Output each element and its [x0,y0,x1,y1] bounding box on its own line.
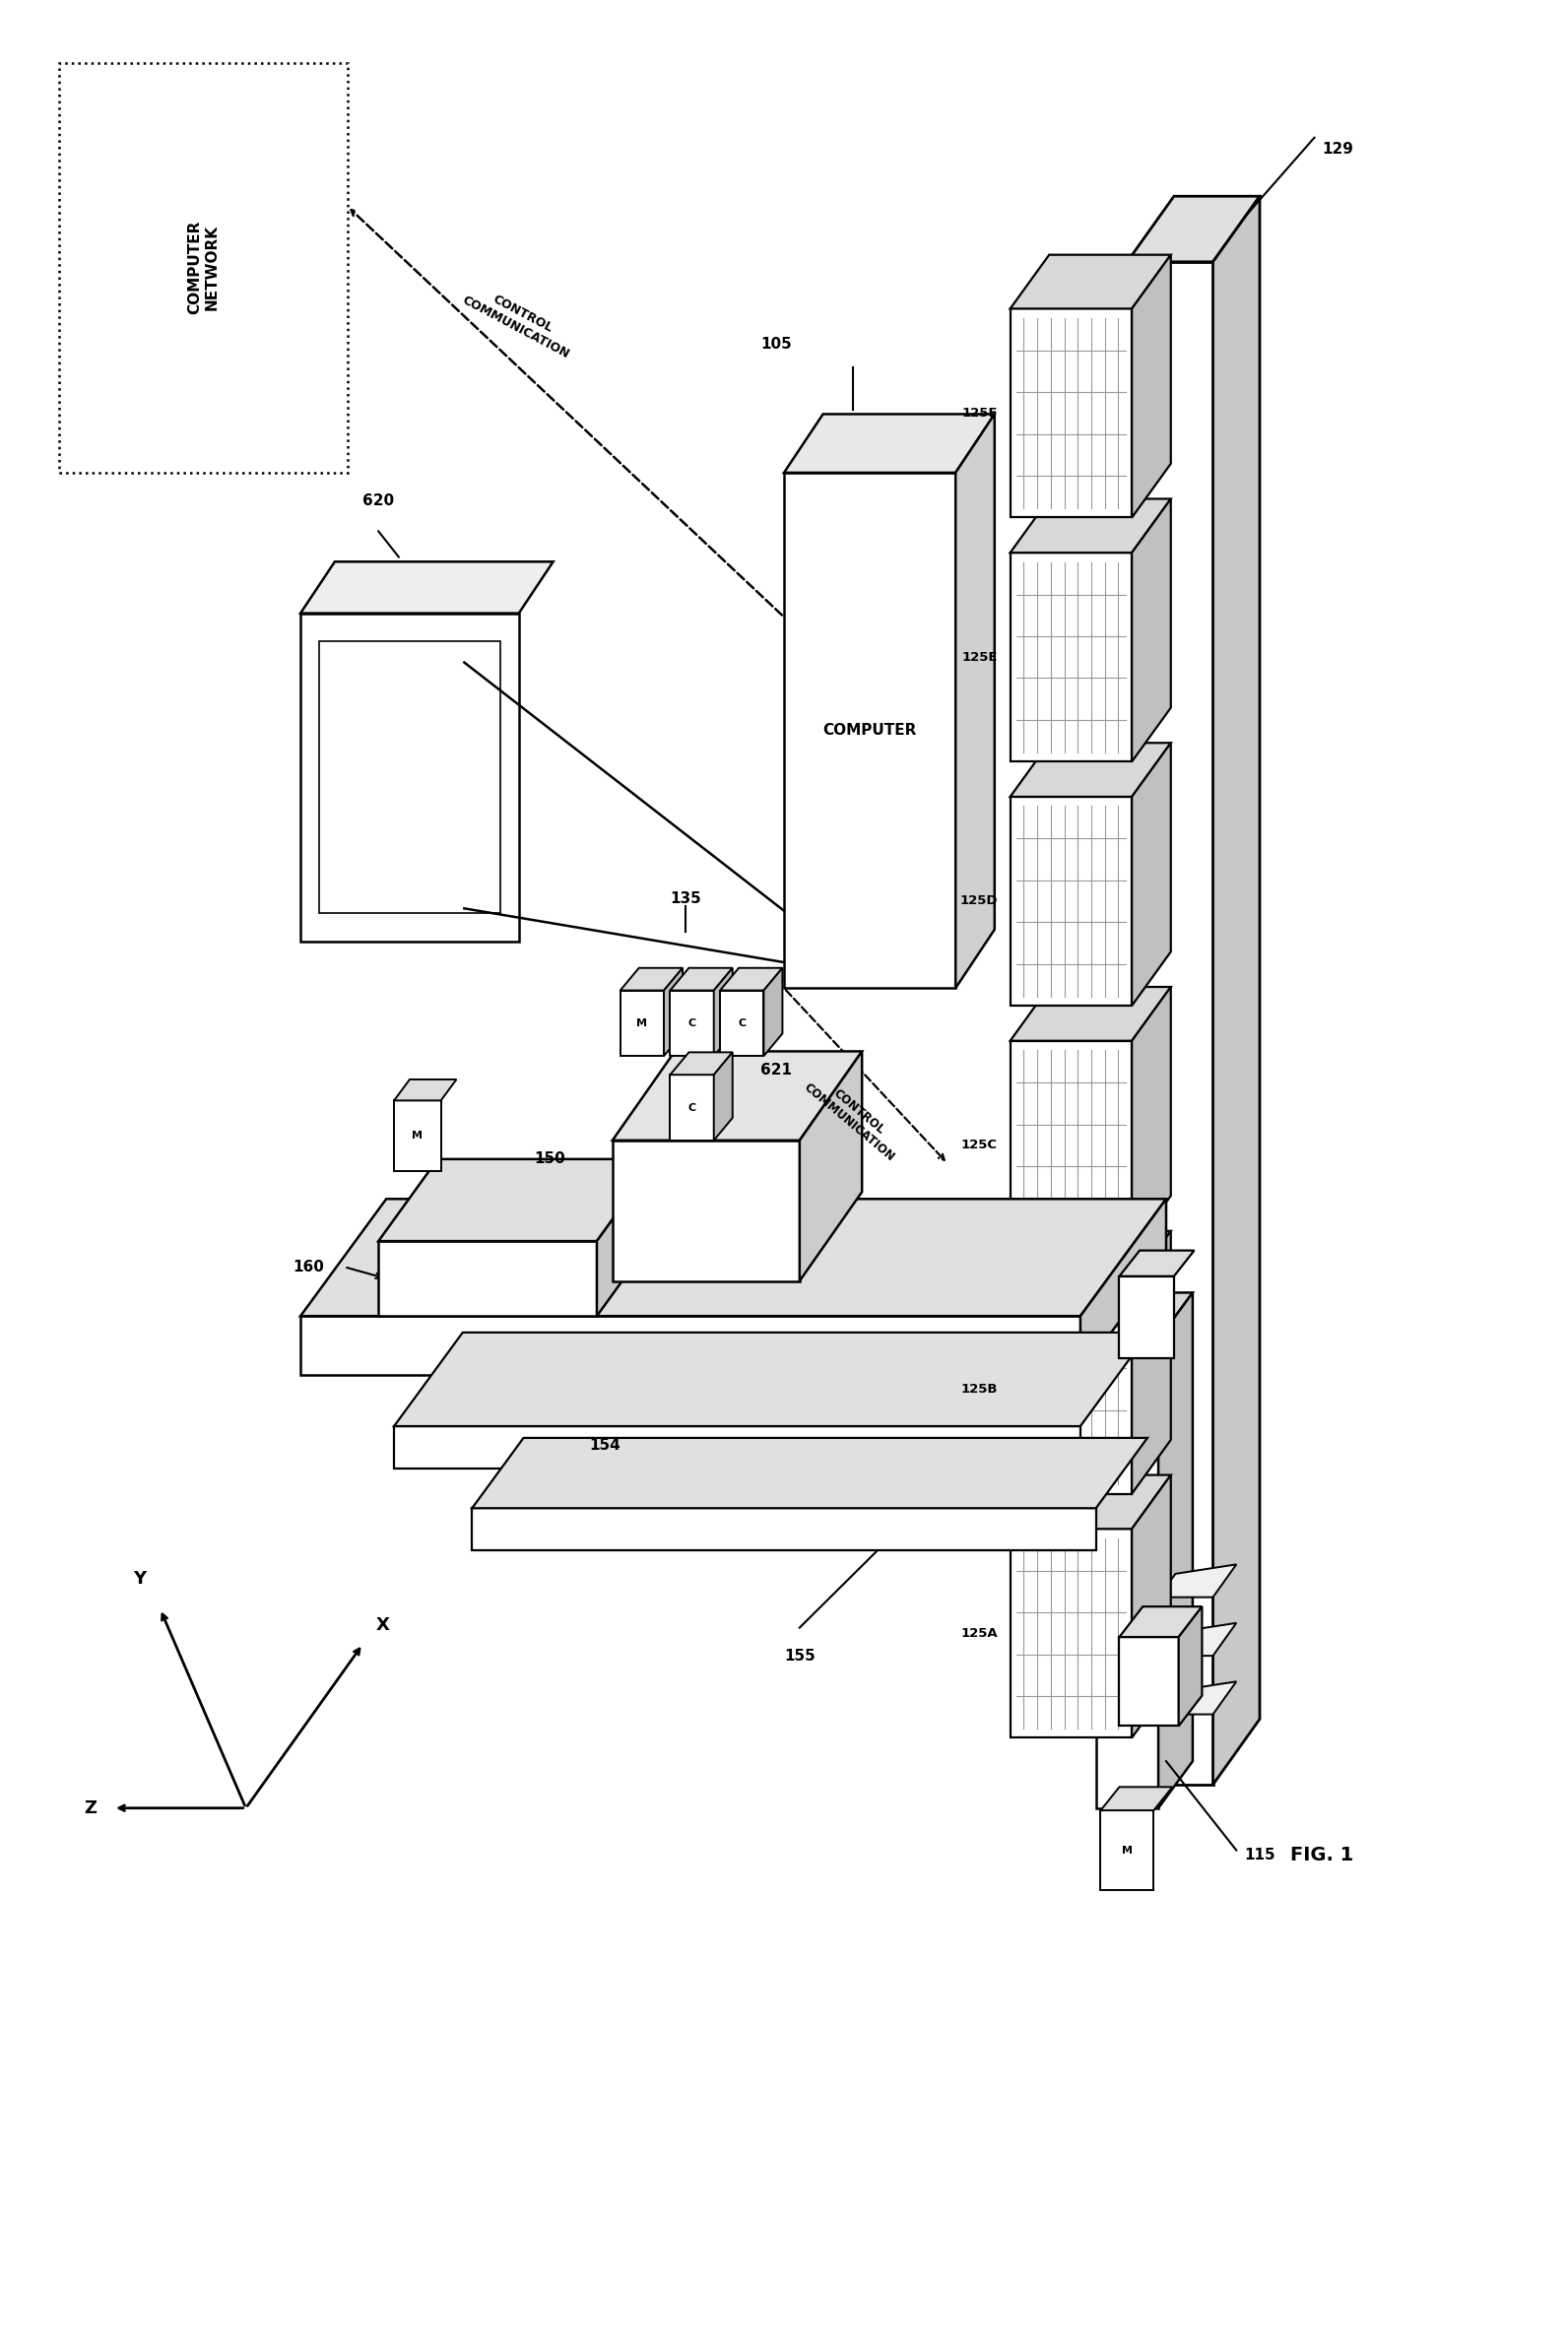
Polygon shape [800,1051,862,1281]
Polygon shape [613,1140,800,1281]
Polygon shape [1120,1251,1195,1277]
Polygon shape [301,1199,1167,1317]
Polygon shape [1132,987,1171,1251]
Text: 155: 155 [784,1648,815,1662]
Bar [58,63,347,473]
Polygon shape [784,414,994,473]
Text: COMPUTER
NETWORK: COMPUTER NETWORK [187,221,220,315]
Polygon shape [1120,1277,1174,1359]
Text: 125B: 125B [961,1382,997,1396]
Text: FIG. 1: FIG. 1 [1290,1846,1353,1864]
Polygon shape [621,969,682,990]
Text: 620: 620 [362,494,394,508]
Polygon shape [1080,1199,1167,1375]
Polygon shape [670,969,732,990]
Polygon shape [1010,552,1132,762]
Text: 154: 154 [590,1436,621,1453]
Text: 125C: 125C [961,1138,997,1152]
Polygon shape [713,969,732,1056]
Text: M: M [637,1018,648,1027]
Polygon shape [1127,261,1214,1784]
Text: 125A: 125A [961,1627,997,1639]
Polygon shape [1159,1681,1236,1714]
Polygon shape [1096,1293,1193,1340]
Polygon shape [1101,1810,1154,1890]
Text: 129: 129 [1322,141,1353,158]
Polygon shape [720,990,764,1056]
Polygon shape [1010,1041,1132,1251]
Text: 160: 160 [293,1260,325,1274]
Polygon shape [1132,498,1171,762]
Polygon shape [472,1509,1096,1549]
Polygon shape [621,990,663,1056]
Text: 115: 115 [1243,1848,1275,1862]
Text: CONTROL
COMMUNICATION: CONTROL COMMUNICATION [801,1070,906,1164]
Polygon shape [670,990,713,1056]
Polygon shape [1132,1232,1171,1493]
Polygon shape [1101,1787,1173,1810]
Text: 125D: 125D [960,896,997,907]
Text: C: C [688,1018,696,1027]
Polygon shape [1159,1293,1193,1808]
Text: CONTROL
COMMUNICATION: CONTROL COMMUNICATION [459,280,579,360]
Polygon shape [378,1159,655,1241]
Text: X: X [376,1617,390,1634]
Polygon shape [1214,195,1259,1784]
Polygon shape [1010,987,1171,1041]
Text: Z: Z [83,1799,96,1817]
Text: 135: 135 [670,891,701,907]
Polygon shape [1096,1340,1159,1808]
Polygon shape [320,642,500,912]
Polygon shape [1010,1286,1132,1493]
Polygon shape [764,969,782,1056]
Polygon shape [1010,1232,1171,1286]
Text: 150: 150 [535,1152,566,1166]
Text: 125F: 125F [961,407,997,418]
Polygon shape [1132,254,1171,517]
Polygon shape [378,1241,597,1317]
Polygon shape [1159,1622,1236,1655]
Polygon shape [1132,1474,1171,1737]
Polygon shape [720,969,782,990]
Polygon shape [1120,1636,1179,1726]
Polygon shape [472,1439,1148,1509]
Polygon shape [1132,743,1171,1006]
Polygon shape [1010,1528,1132,1737]
Polygon shape [1010,254,1171,308]
Text: COMPUTER: COMPUTER [823,724,917,738]
Polygon shape [670,1053,732,1074]
Polygon shape [394,1427,1080,1469]
Text: M: M [1121,1846,1132,1855]
Polygon shape [663,969,682,1056]
Polygon shape [1010,308,1132,517]
Polygon shape [1179,1606,1203,1726]
Polygon shape [1010,1474,1171,1528]
Text: 105: 105 [760,336,792,350]
Polygon shape [713,1053,732,1140]
Polygon shape [301,614,519,940]
Text: C: C [688,1103,696,1112]
Polygon shape [394,1100,441,1171]
Polygon shape [955,414,994,987]
Polygon shape [1010,743,1171,797]
Polygon shape [1010,498,1171,552]
Text: 621: 621 [760,1063,792,1077]
Polygon shape [1120,1606,1203,1636]
Polygon shape [394,1079,456,1100]
Polygon shape [1010,797,1132,1006]
Polygon shape [597,1159,655,1317]
Polygon shape [301,1317,1080,1375]
Text: 125E: 125E [961,651,997,663]
Polygon shape [394,1333,1149,1427]
Text: C: C [739,1018,746,1027]
Polygon shape [1159,1563,1236,1596]
Text: Y: Y [133,1570,146,1587]
Polygon shape [784,473,955,987]
Polygon shape [1127,195,1259,261]
Polygon shape [670,1074,713,1140]
Polygon shape [301,562,554,614]
Text: M: M [412,1131,423,1140]
Polygon shape [613,1051,862,1140]
